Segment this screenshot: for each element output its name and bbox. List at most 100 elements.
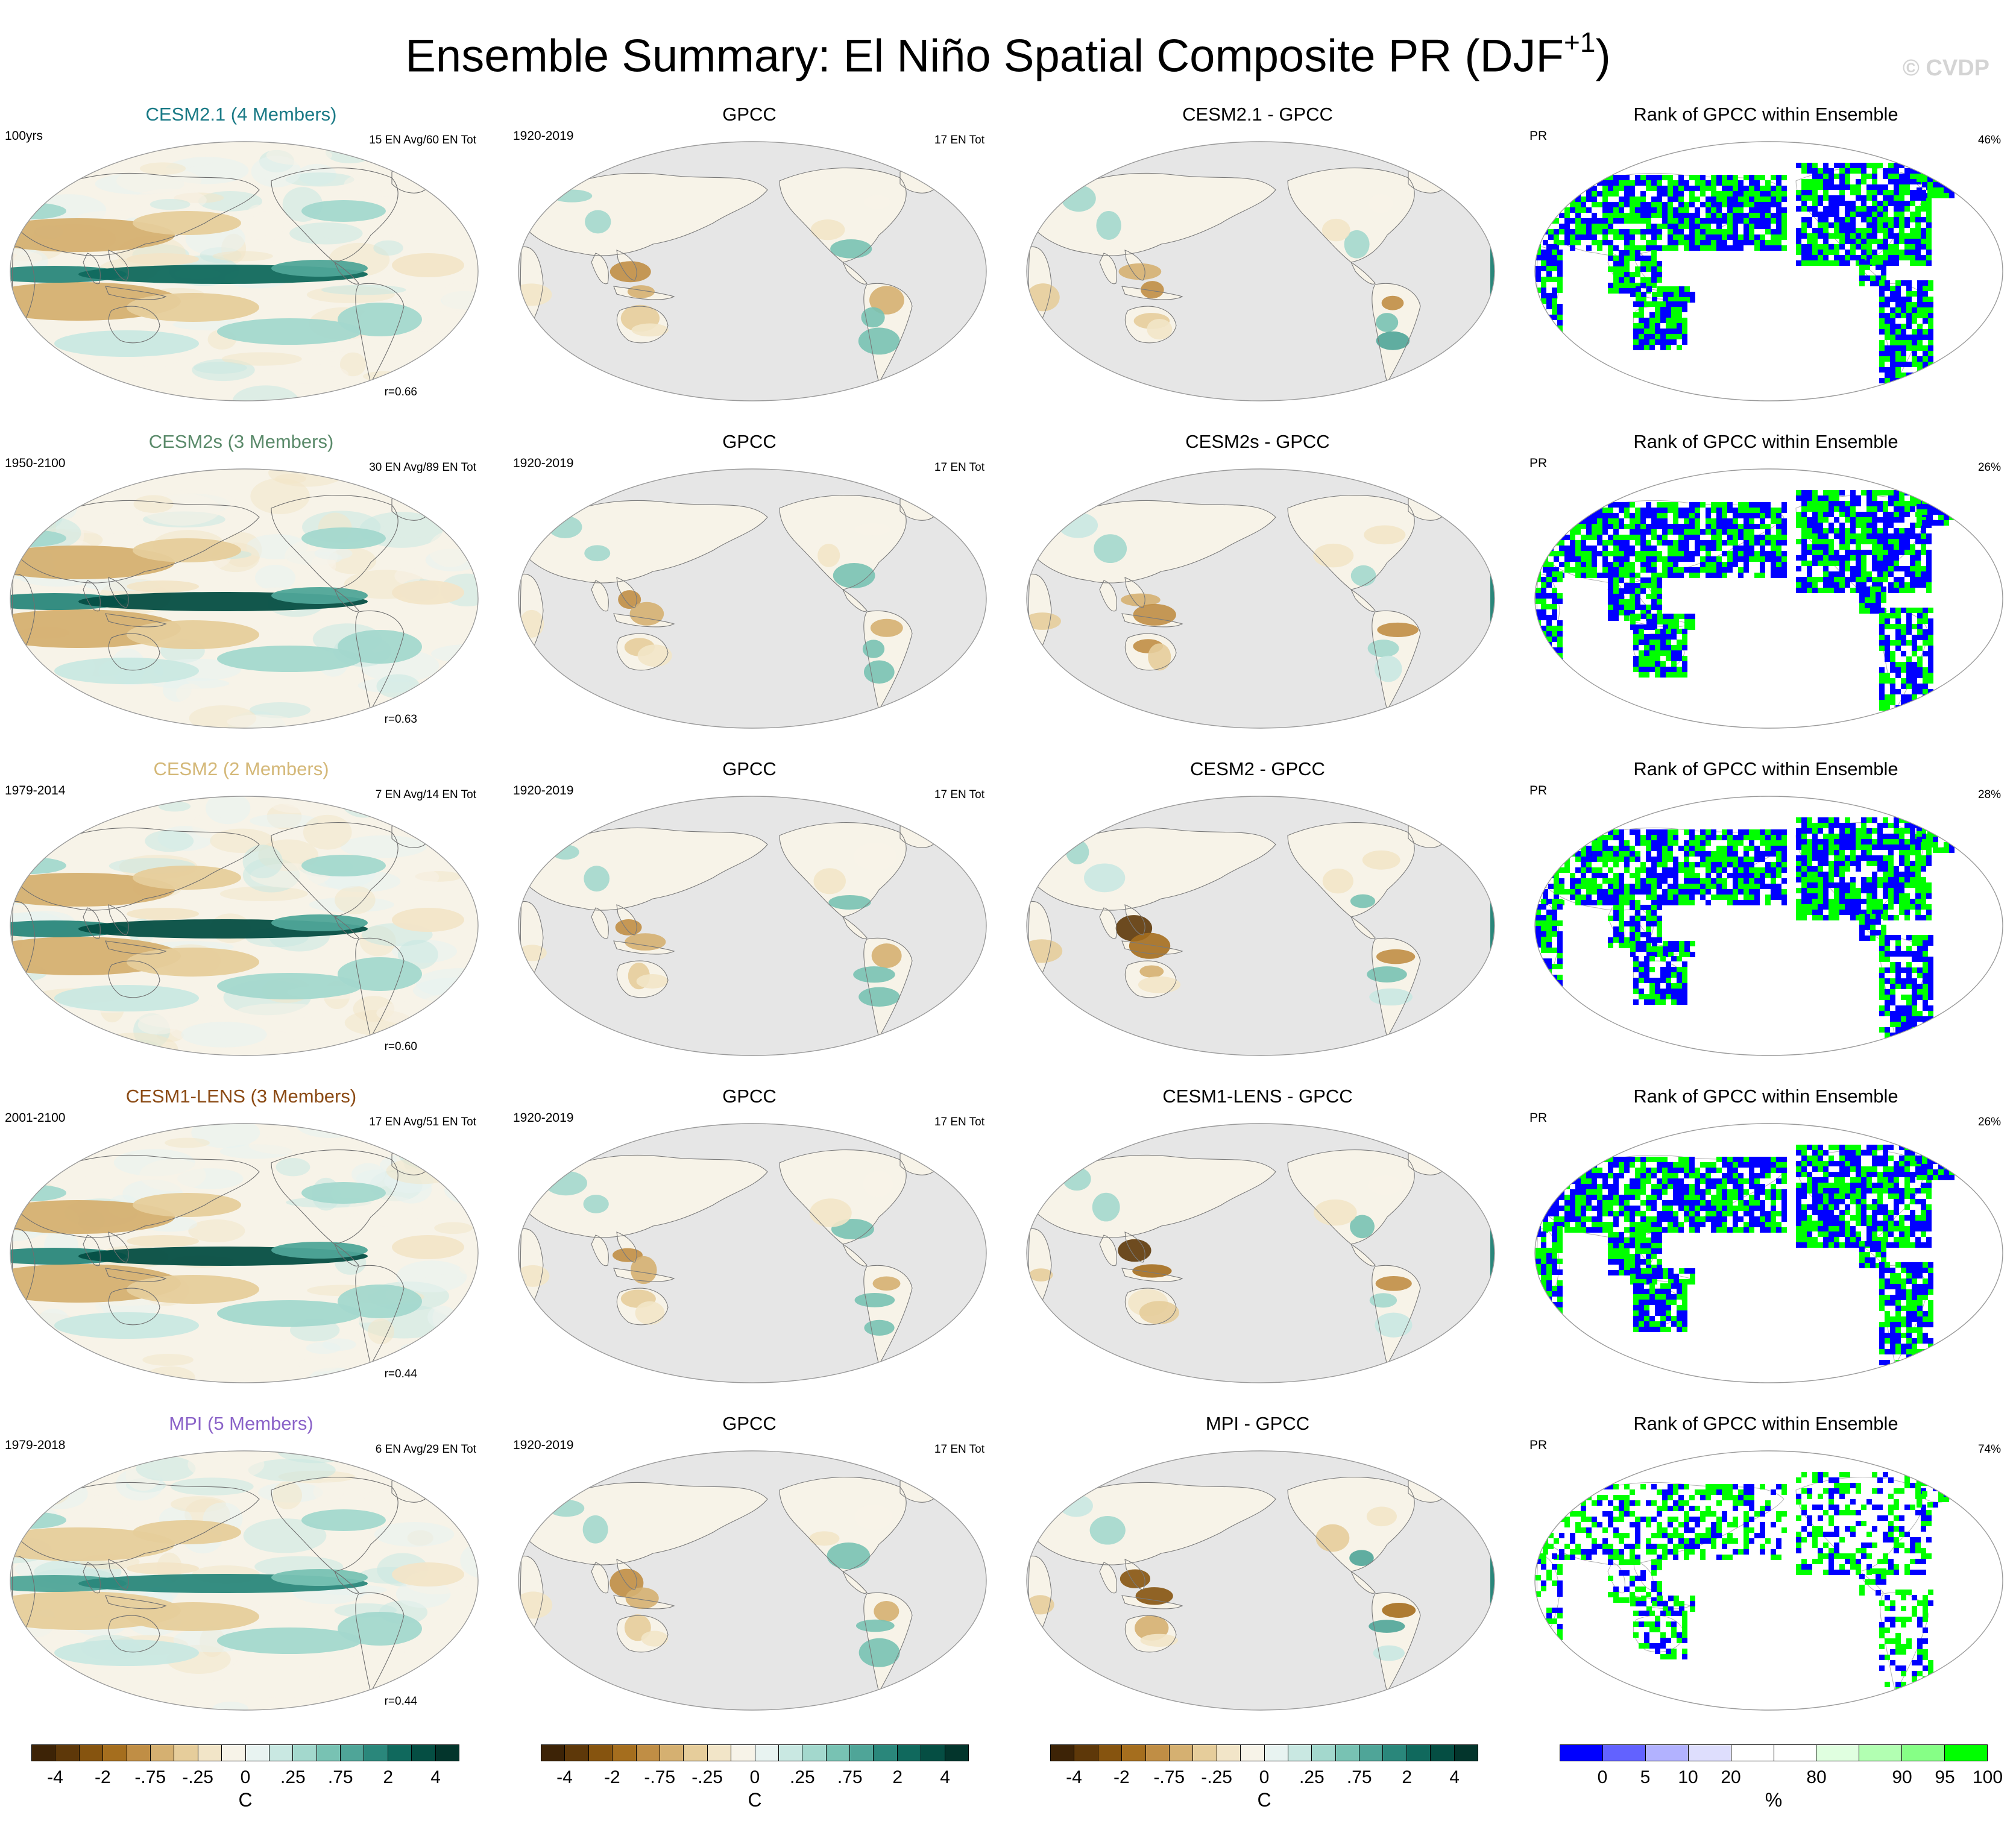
low-rank-cell [1552,577,1557,582]
high-rank-cell [1866,244,1872,250]
high-rank-cell [1881,592,1886,597]
high-rank-cell [1651,202,1657,207]
land-land-eurasia [526,500,767,583]
high-rank-cell [1856,184,1861,190]
low-rank-cell [1633,956,1639,961]
high-rank-cell [1944,520,1949,526]
high-rank-cell [1554,207,1559,213]
low-rank-cell [1706,240,1711,245]
low-rank-cell [1818,855,1823,861]
high-rank-cell [1807,239,1812,244]
low-rank-cell [1678,175,1684,180]
high-rank-cell [1552,250,1557,255]
low-rank-cell [1635,910,1640,916]
low-rank-cell [1552,288,1557,293]
high-rank-cell [1646,946,1652,952]
low-rank-cell [1727,862,1733,867]
low-rank-cell [1771,213,1776,218]
high-rank-cell [1917,618,1923,624]
obs-title: GPCC [722,431,776,452]
high-rank-cell [1548,1157,1554,1162]
low-rank-cell [1917,667,1923,673]
high-rank-cell [1557,975,1563,980]
low-rank-cell [1586,197,1592,202]
coastline-land-australia [617,1288,669,1326]
high-rank-cell [1744,895,1749,900]
high-rank-cell [1917,345,1923,351]
low-rank-cell [1700,218,1706,224]
low-rank-cell [1866,260,1872,266]
high-rank-cell [1655,629,1660,634]
high-rank-cell [1938,820,1944,826]
low-rank-cell [1644,640,1649,645]
low-rank-cell [1850,206,1856,212]
low-rank-cell [1912,957,1917,962]
high-rank-cell [1823,222,1829,228]
high-rank-cell [1541,582,1546,588]
high-rank-cell [1677,318,1682,323]
coastline-land-se-asia [1124,577,1145,608]
high-rank-cell [1678,234,1684,240]
low-rank-cell [1660,667,1666,672]
high-rank-cell [1624,266,1630,272]
high-rank-cell [1807,501,1812,506]
low-rank-cell [1700,229,1706,234]
low-rank-cell [1807,571,1812,577]
low-rank-cell [1938,520,1944,526]
low-rank-cell [1928,373,1933,378]
low-rank-cell [1944,177,1949,182]
low-rank-cell [1689,878,1695,884]
high-rank-cell [1845,163,1850,168]
low-rank-cell [1543,567,1548,573]
high-rank-cell [1818,888,1823,893]
high-rank-cell [1581,1216,1586,1222]
high-rank-cell [1657,573,1662,578]
low-rank-cell [1613,573,1619,578]
high-rank-cell [1881,275,1886,281]
high-rank-cell [1706,567,1711,573]
low-rank-cell [1581,1222,1586,1227]
high-rank-cell [1608,288,1613,294]
low-rank-cell [1861,817,1866,823]
low-rank-cell [1668,197,1673,202]
high-rank-cell [1557,653,1563,658]
low-rank-cell [1885,1005,1890,1011]
high-rank-cell [1883,228,1888,233]
low-rank-cell [1859,925,1865,930]
high-rank-cell [1928,318,1933,324]
low-rank-cell [1856,195,1861,201]
low-rank-cell [1823,872,1829,877]
high-rank-cell [1923,329,1928,335]
low-rank-cell [1727,567,1733,573]
low-rank-cell [1744,862,1749,867]
high-rank-cell [1706,551,1711,556]
low-rank-cell [1861,512,1866,517]
high-rank-cell [1592,878,1597,884]
low-rank-cell [1901,362,1906,367]
coastline-land-se-asia [108,577,129,608]
low-rank-cell [1906,362,1912,367]
low-rank-cell [1613,926,1619,932]
high-rank-cell [1818,260,1823,266]
high-rank-cell [1657,932,1662,937]
high-rank-cell [1823,588,1829,593]
high-rank-cell [1926,850,1932,855]
low-rank-cell [1944,515,1949,520]
low-rank-cell [1613,851,1619,857]
land-land-central-america [1351,590,1375,612]
low-rank-cell [1630,588,1635,594]
low-rank-cell [1901,684,1906,689]
low-rank-cell [1834,533,1839,539]
low-rank-cell [1866,550,1872,555]
high-rank-cell [1812,550,1818,555]
low-rank-cell [1592,873,1597,878]
high-rank-cell [1850,882,1856,888]
rank-percent: 26% [1977,1116,2001,1128]
globe-border [10,1123,479,1383]
high-rank-cell [1630,562,1635,567]
low-rank-cell [1760,562,1765,567]
anomaly-blob [1364,525,1406,545]
coastline-land-se-asia [1124,1231,1145,1263]
high-rank-cell [1651,186,1657,191]
high-rank-cell [1829,817,1834,823]
